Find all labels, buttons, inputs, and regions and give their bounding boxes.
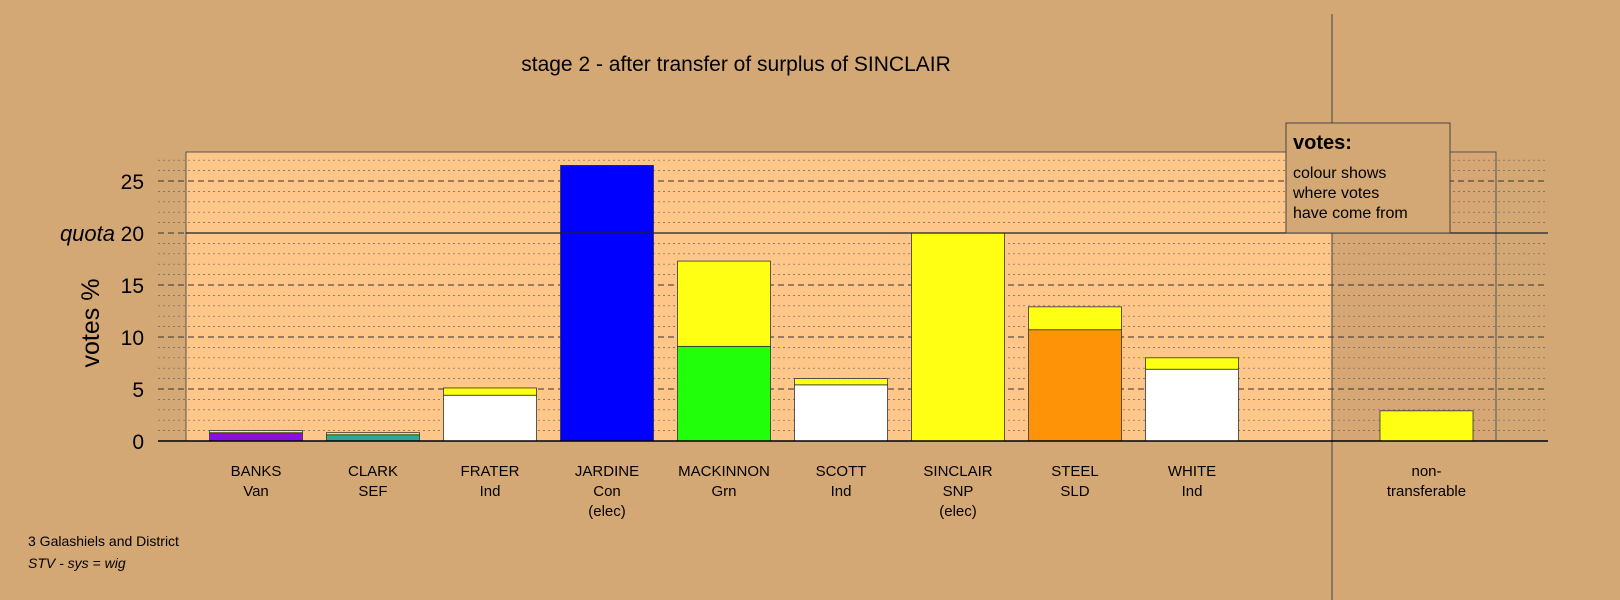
bar-segment bbox=[209, 432, 303, 442]
candidate-name-label: JARDINE bbox=[575, 463, 639, 480]
bar-segment bbox=[911, 232, 1005, 442]
ward-name: 3 Galashiels and District bbox=[28, 533, 179, 549]
y-tick-label: 15 bbox=[121, 275, 144, 298]
candidate-name-label: FRATER bbox=[461, 463, 520, 480]
candidate-party-label: Grn bbox=[711, 483, 736, 500]
nontransferable-bar bbox=[1379, 410, 1474, 442]
candidate-name-label: MACKINNON bbox=[678, 463, 770, 480]
y-axis-label: votes % bbox=[77, 279, 105, 368]
bar-segment bbox=[560, 164, 654, 442]
nontransferable-label: transferable bbox=[1387, 483, 1466, 500]
legend-line: have come from bbox=[1293, 205, 1408, 222]
x-axis-labels: BANKS Van CLARK SEF FRATER Ind JARDINE Con (elec… bbox=[231, 463, 1467, 520]
bar-segment bbox=[326, 434, 420, 442]
candidate-party-label: SLD bbox=[1060, 483, 1089, 500]
bar-segment bbox=[1028, 329, 1122, 442]
bar-segment bbox=[794, 378, 888, 386]
candidate-name-label: SCOTT bbox=[816, 463, 867, 480]
chart-title: stage 2 - after transfer of surplus of S… bbox=[521, 53, 951, 76]
quota-label: quota bbox=[60, 221, 115, 246]
y-axis-ticks: 0 5 10 15 20 25 bbox=[121, 171, 144, 454]
bar-segment bbox=[677, 260, 771, 347]
legend-title: votes: bbox=[1293, 132, 1352, 154]
y-tick-label: 10 bbox=[121, 327, 144, 350]
candidate-party-label: Van bbox=[243, 483, 269, 500]
bar-segment bbox=[1028, 306, 1122, 331]
bar-segment bbox=[443, 394, 537, 442]
candidate-name-label: SINCLAIR bbox=[923, 463, 992, 480]
candidate-party-label: SNP bbox=[943, 483, 974, 500]
legend-line: colour shows bbox=[1293, 165, 1386, 182]
candidate-name-label: STEEL bbox=[1051, 463, 1099, 480]
candidate-name-label: WHITE bbox=[1168, 463, 1216, 480]
bars bbox=[209, 164, 1474, 442]
y-tick-label: 5 bbox=[132, 379, 144, 402]
y-tick-label: 0 bbox=[132, 431, 144, 454]
bar-segment bbox=[794, 384, 888, 442]
y-tick-label: 25 bbox=[121, 171, 144, 194]
candidate-name-label: CLARK bbox=[348, 463, 398, 480]
bar-segment bbox=[1145, 368, 1239, 442]
bar-segment bbox=[443, 387, 537, 396]
bar-segment bbox=[1145, 357, 1239, 370]
legend: votes: colour shows where votes have com… bbox=[1285, 122, 1451, 234]
bar-segment bbox=[209, 430, 303, 434]
system-note: STV - sys = wig bbox=[28, 555, 126, 571]
nontransferable-label: non- bbox=[1411, 463, 1441, 480]
candidate-name-label: BANKS bbox=[231, 463, 282, 480]
candidate-party-label: Ind bbox=[480, 483, 501, 500]
candidate-party-label: SEF bbox=[358, 483, 387, 500]
candidate-party-label: Ind bbox=[1182, 483, 1203, 500]
legend-line: where votes bbox=[1292, 185, 1379, 202]
candidate-party-label: Ind bbox=[831, 483, 852, 500]
candidate-status-label: (elec) bbox=[588, 503, 626, 520]
bar-segment bbox=[326, 432, 420, 436]
legend-box bbox=[1285, 122, 1451, 234]
bar-segment bbox=[677, 345, 771, 442]
y-tick-label: 20 bbox=[121, 223, 144, 246]
candidate-status-label: (elec) bbox=[939, 503, 977, 520]
candidate-party-label: Con bbox=[593, 483, 621, 500]
